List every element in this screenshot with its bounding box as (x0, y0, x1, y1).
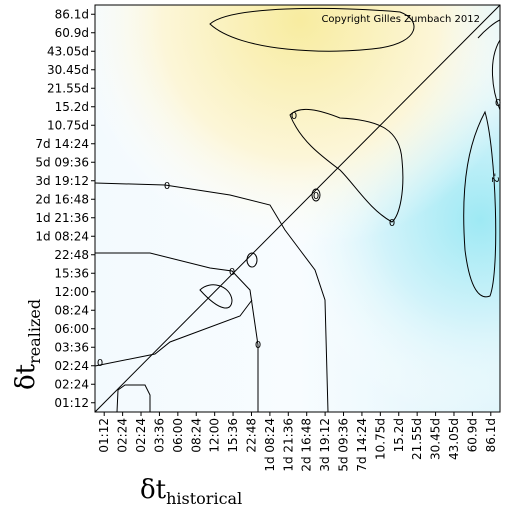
x-tick-label: 30.45d (429, 418, 443, 460)
x-tick-label: 3d 19:12 (318, 418, 332, 472)
y-tick-label: 43.05d (47, 44, 89, 58)
contour-label: 0 (229, 267, 235, 278)
y-tick-label: 2d 16:48 (35, 192, 89, 206)
y-tick-label: 21.55d (47, 81, 89, 95)
contour-label: 0 (291, 111, 297, 122)
x-tick-label: 15:36 (226, 418, 240, 453)
x-tick-label: 1d 21:36 (281, 418, 295, 472)
y-tick-label: 15.2d (55, 100, 89, 114)
x-tick-label: 5d 09:36 (337, 418, 351, 472)
y-tick-label: 3d 19:12 (35, 174, 89, 188)
x-tick-label: 43.05d (447, 418, 461, 460)
x-tick-label: 02:24 (116, 418, 130, 453)
y-tick-label: 30.45d (47, 63, 89, 77)
y-tick-label: 7d 14:24 (35, 137, 89, 151)
x-tick-label: 12:00 (208, 418, 222, 453)
contour-label: 0 (164, 181, 170, 192)
x-tick-label: 1d 08:24 (263, 418, 277, 472)
y-tick-label: 03:36 (54, 340, 89, 354)
x-tick-label: 02:24 (134, 418, 148, 453)
x-tick-label: 60.9d (465, 418, 479, 452)
y-tick-label: 60.9d (55, 26, 89, 40)
x-tick-label: 01:12 (97, 418, 111, 453)
x-tick-label: 08:24 (189, 418, 203, 453)
x-tick-label: 2d 16:48 (300, 418, 314, 472)
contour-label: 0 (255, 340, 261, 351)
y-tick-label: 06:00 (54, 322, 89, 336)
contour-label: 0 (313, 191, 319, 202)
y-tick-label: 10.75d (47, 118, 89, 132)
contours (94, 7, 501, 413)
y-axis-label: δtrealized (11, 299, 44, 390)
contour-label: 0 (389, 218, 395, 229)
diagonal (94, 4, 501, 413)
x-tick-label: 15.2d (392, 418, 406, 452)
plot-frame (94, 4, 501, 413)
y-tick-label: 1d 21:36 (35, 211, 89, 225)
y-tick-label: 02:24 (54, 359, 89, 373)
x-axis-label: δthistorical (140, 475, 242, 508)
x-tick-label: 21.55d (410, 418, 424, 460)
contour-label: -2 (489, 173, 500, 183)
contour-label: 0 (495, 98, 501, 109)
x-tick-label: 06:00 (171, 418, 185, 453)
y-tick-label: 08:24 (54, 303, 89, 317)
y-tick-label: 86.1d (55, 7, 89, 21)
x-tick-label: 22:48 (244, 418, 258, 453)
y-tick-label: 01:12 (54, 396, 89, 410)
annotation: Copyright Gilles Zumbach 2012 (321, 14, 480, 25)
x-tick-label: 03:36 (152, 418, 166, 453)
y-tick-label: 02:24 (54, 377, 89, 391)
x-tick-label: 10.75d (373, 418, 387, 460)
x-tick-label: 86.1d (484, 418, 498, 452)
contour-label: 0 (97, 358, 103, 369)
y-tick-label: 1d 08:24 (35, 229, 89, 243)
x-tick-label: 7d 14:24 (355, 418, 369, 472)
y-tick-label: 5d 09:36 (35, 155, 89, 169)
y-tick-label: 12:00 (54, 285, 89, 299)
y-tick-label: 22:48 (54, 248, 89, 262)
y-tick-label: 15:36 (54, 266, 89, 280)
